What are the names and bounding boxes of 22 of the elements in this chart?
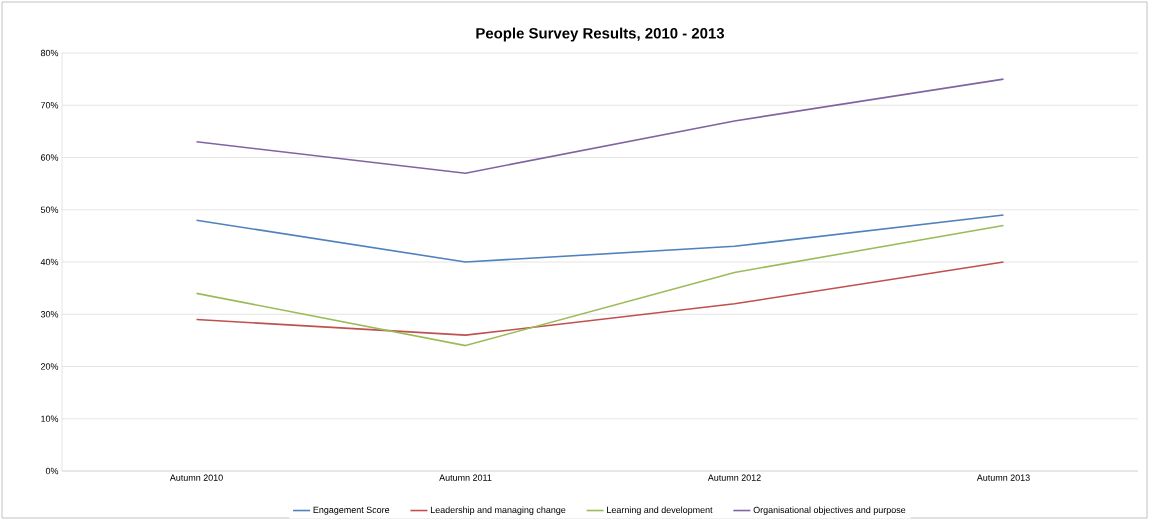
x-tick-label: Autumn 2013 <box>976 474 1030 481</box>
line-series <box>195 261 1005 336</box>
x-tick-label: Autumn 2010 <box>169 474 223 481</box>
y-tick-label: 40% <box>40 258 59 266</box>
legend-label: Organisational objectives and purpose <box>753 506 906 515</box>
legend-label: Engagement Score <box>313 506 390 515</box>
line-series <box>195 214 1005 263</box>
chart-title: People Survey Results, 2010 - 2013 <box>476 27 725 42</box>
legend-label: Leadership and managing change <box>430 506 566 515</box>
x-tick-label: Autumn 2011 <box>439 474 492 481</box>
y-tick-label: 80% <box>40 49 59 57</box>
y-tick-label: 70% <box>40 102 59 109</box>
y-tick-label: 50% <box>40 206 59 213</box>
line-series <box>195 224 1005 347</box>
y-tick-label: 20% <box>40 363 59 370</box>
y-tick-label: 10% <box>41 415 59 422</box>
x-tick-label: Autumn 2012 <box>707 474 761 481</box>
y-tick-label: 60% <box>40 154 59 161</box>
y-tick-label: 0% <box>45 467 59 475</box>
line-series <box>195 78 1005 174</box>
y-tick-label: 30% <box>40 311 59 318</box>
legend-label: Learning and development <box>607 506 713 515</box>
